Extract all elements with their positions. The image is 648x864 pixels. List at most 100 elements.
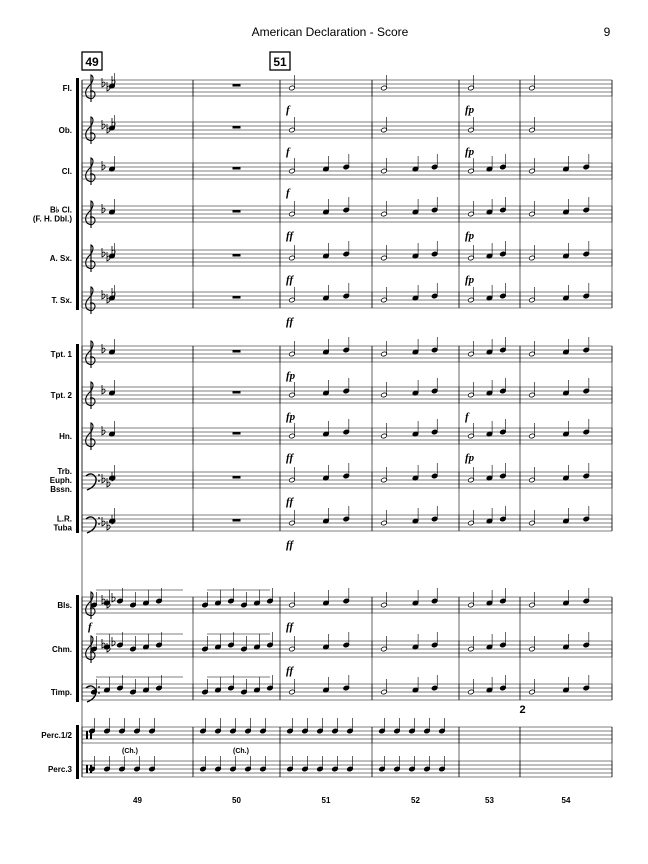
flat: [111, 593, 116, 603]
bracket: [76, 344, 79, 533]
instrument-name: Bssn.: [50, 485, 72, 494]
treble-clef: [85, 200, 96, 228]
flat: [101, 385, 106, 395]
whole-rest: [232, 476, 241, 479]
dynamic: ff: [286, 665, 294, 677]
dynamic: f: [465, 411, 470, 423]
whole-rest: [232, 296, 241, 299]
treble-clef: [85, 381, 96, 409]
measure-number: 53: [485, 796, 494, 805]
measure-number: 50: [232, 796, 241, 805]
flat: [101, 639, 106, 649]
dynamic: fp: [465, 452, 475, 464]
annotation: (Ch.): [233, 748, 249, 755]
bass-clef: [85, 516, 97, 534]
treble-clef: [85, 116, 96, 144]
flat: [101, 161, 106, 171]
bracket: [76, 595, 79, 702]
instrument-name: Tuba: [53, 524, 72, 533]
flat: [106, 521, 111, 531]
measure-number: 49: [133, 796, 142, 805]
whole-rest: [232, 391, 241, 394]
rehearsal-mark: 49: [85, 55, 99, 69]
flat: [101, 595, 106, 605]
dynamic: ff: [286, 274, 294, 286]
title: American Declaration - Score: [252, 25, 409, 39]
clef-dot: [98, 692, 100, 694]
clef-dot: [98, 523, 100, 525]
flat: [106, 478, 111, 488]
instrument-name: Timp.: [51, 688, 72, 697]
measure-number: 52: [411, 796, 420, 805]
dynamic: ff: [286, 539, 294, 551]
instrument-name: Perc.3: [48, 765, 73, 774]
clef-dot: [98, 474, 100, 476]
whole-rest: [232, 167, 241, 170]
treble-clef: [85, 591, 96, 619]
flat: [101, 474, 106, 484]
clef-dot: [98, 517, 100, 519]
rehearsal-mark: 51: [273, 55, 287, 69]
perc-clef: [86, 765, 88, 773]
instrument-name: Ob.: [59, 126, 72, 135]
whole-rest: [232, 519, 241, 522]
instrument-name: A. Sx.: [50, 254, 72, 263]
perc-clef: [90, 731, 92, 739]
instrument-name: (F. H. Dbl.): [33, 215, 72, 224]
bracket: [76, 725, 79, 779]
instrument-name: Cl.: [62, 167, 72, 176]
instrument-name: Chm.: [52, 645, 72, 654]
flat: [101, 78, 106, 88]
measure-number: 51: [322, 796, 331, 805]
clef-dot: [98, 480, 100, 482]
rehearsal-box: [269, 51, 291, 71]
measure-number: 54: [562, 796, 571, 805]
dynamic: fp: [465, 104, 475, 116]
multi-rest-count: 2: [520, 704, 526, 716]
instrument-name: Tpt. 1: [51, 350, 73, 359]
page-number: 9: [604, 25, 611, 39]
dynamic: ff: [286, 316, 294, 328]
dynamic: ff: [286, 621, 294, 633]
dynamic: f: [286, 104, 291, 116]
instrument-name: Tpt. 2: [51, 391, 73, 400]
treble-clef: [85, 74, 96, 102]
flat: [101, 120, 106, 130]
treble-clef: [85, 422, 96, 450]
treble-clef: [85, 286, 96, 314]
flat: [101, 344, 106, 354]
dynamic: ff: [286, 452, 294, 464]
whole-rest: [232, 84, 241, 87]
treble-clef: [85, 340, 96, 368]
whole-rest: [232, 126, 241, 129]
whole-rest: [232, 254, 241, 257]
whole-rest: [232, 350, 241, 353]
flat: [101, 204, 106, 214]
dynamic: ff: [286, 230, 294, 242]
clef-dot: [98, 686, 100, 688]
treble-clef: [85, 244, 96, 272]
flat: [101, 426, 106, 436]
dynamic: f: [286, 146, 291, 158]
dynamic: ff: [286, 496, 294, 508]
dynamic: fp: [286, 411, 296, 423]
flat: [101, 290, 106, 300]
instrument-name: Trb.: [57, 467, 72, 476]
rehearsal-box: [81, 51, 103, 71]
treble-clef: [85, 157, 96, 185]
annotation: (Ch.): [122, 748, 138, 755]
instrument-name: B♭ Cl.: [50, 206, 72, 215]
dynamic: fp: [465, 146, 475, 158]
instrument-name: L.R.: [57, 515, 72, 524]
flat: [101, 517, 106, 527]
instrument-name: Hn.: [59, 432, 72, 441]
bass-clef: [85, 473, 97, 491]
flat: [111, 637, 116, 647]
whole-rest: [232, 432, 241, 435]
instrument-name: T. Sx.: [52, 296, 72, 305]
bracket: [76, 78, 79, 310]
whole-rest: [232, 210, 241, 213]
dynamic: f: [286, 187, 291, 199]
instrument-name: Fl.: [63, 84, 72, 93]
